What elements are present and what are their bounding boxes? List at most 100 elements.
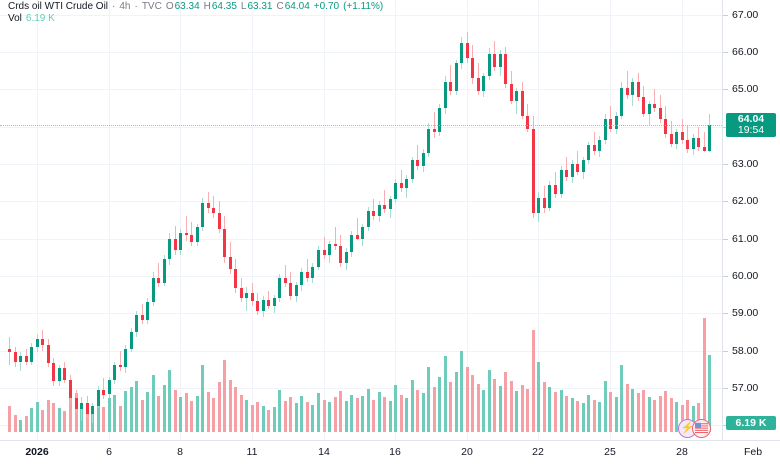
volume-bar bbox=[295, 403, 298, 432]
volume-bar bbox=[692, 406, 695, 432]
volume-bar bbox=[626, 384, 629, 432]
candle-body bbox=[515, 91, 518, 101]
volume-bar bbox=[30, 408, 33, 432]
time-axis[interactable]: 20266811141620222528Feb46 bbox=[0, 441, 762, 470]
candle-wick bbox=[417, 145, 418, 170]
volume-bar bbox=[245, 400, 248, 432]
candle-body bbox=[510, 83, 513, 101]
volume-bar bbox=[108, 398, 111, 432]
volume-bar bbox=[405, 398, 408, 432]
current-price-badge[interactable]: 64.04 19:54 bbox=[726, 113, 776, 138]
candle-body bbox=[47, 344, 50, 364]
volume-bar bbox=[345, 401, 348, 432]
volume-bar bbox=[537, 362, 540, 432]
candle-body bbox=[686, 139, 689, 150]
price-tick-label: 63.00 bbox=[732, 158, 759, 171]
candle-body bbox=[565, 169, 568, 178]
candle-body bbox=[670, 134, 673, 144]
candle-wick bbox=[20, 352, 21, 371]
volume-bar bbox=[427, 367, 430, 432]
volume-bar bbox=[670, 398, 673, 432]
grid-line-vertical bbox=[37, 0, 38, 440]
time-tick-label: 22 bbox=[532, 446, 544, 458]
candle-body bbox=[361, 227, 364, 239]
corner-badges: ⚡ bbox=[678, 419, 711, 438]
volume-bar bbox=[466, 367, 469, 432]
price-tick-label: 67.00 bbox=[732, 8, 759, 21]
volume-bar bbox=[675, 402, 678, 432]
price-tick-label: 58.00 bbox=[732, 344, 759, 357]
candle-body bbox=[422, 152, 425, 166]
volume-bar bbox=[168, 370, 171, 432]
candle-body bbox=[499, 54, 502, 68]
plot-area[interactable] bbox=[0, 0, 722, 440]
price-tick-dash bbox=[723, 15, 728, 16]
candle-body bbox=[482, 76, 485, 92]
candle-body bbox=[289, 283, 292, 297]
candle-body bbox=[141, 315, 144, 320]
volume-bar bbox=[113, 395, 116, 432]
candle-body bbox=[174, 238, 177, 250]
volume-bar bbox=[163, 385, 166, 432]
candle-body bbox=[223, 229, 226, 258]
volume-bar bbox=[653, 400, 656, 432]
volume-bar bbox=[554, 392, 557, 432]
candle-body bbox=[245, 292, 248, 298]
us-flag-icon[interactable] bbox=[692, 419, 711, 438]
candle-body bbox=[334, 244, 337, 247]
volume-bar bbox=[543, 382, 546, 432]
volume-bar bbox=[598, 402, 601, 432]
candle-wick bbox=[566, 156, 567, 181]
volume-bar bbox=[212, 398, 215, 432]
candle-body bbox=[108, 379, 111, 395]
grid-line-horizontal bbox=[0, 89, 722, 90]
grid-line-horizontal bbox=[0, 313, 722, 314]
volume-bar bbox=[582, 403, 585, 432]
price-axis[interactable]: 67.0066.0065.0064.0063.0062.0061.0060.00… bbox=[723, 0, 780, 440]
volume-bar bbox=[102, 407, 105, 432]
candle-body bbox=[637, 82, 640, 97]
candle-body bbox=[548, 184, 551, 209]
volume-bar bbox=[124, 391, 127, 432]
candle-body bbox=[196, 227, 199, 242]
candle-body bbox=[587, 145, 590, 161]
candle-body bbox=[251, 292, 254, 302]
candle-wick bbox=[577, 151, 578, 176]
volume-bar bbox=[433, 387, 436, 432]
price-tick-label: 60.00 bbox=[732, 269, 759, 282]
grid-line-vertical bbox=[252, 0, 253, 440]
candle-wick bbox=[324, 236, 325, 260]
volume-bar bbox=[477, 384, 480, 432]
time-tick-label: 8 bbox=[177, 446, 183, 458]
candle-wick bbox=[627, 70, 628, 99]
volume-bar bbox=[482, 390, 485, 432]
volume-bar bbox=[499, 386, 502, 432]
grid-line-vertical bbox=[324, 0, 325, 440]
candle-body bbox=[571, 164, 574, 178]
candle-body bbox=[460, 42, 463, 64]
volume-bar bbox=[262, 406, 265, 432]
candle-body bbox=[240, 287, 243, 298]
volume-bar bbox=[510, 381, 513, 432]
grid-line-vertical bbox=[610, 0, 611, 440]
price-tick-dash bbox=[723, 127, 728, 128]
volume-bar bbox=[86, 412, 89, 432]
volume-bar bbox=[416, 390, 419, 432]
price-tick-dash bbox=[723, 239, 728, 240]
candle-body bbox=[30, 346, 33, 362]
candle-wick bbox=[208, 192, 209, 213]
candle-wick bbox=[246, 287, 247, 312]
price-tick-dash bbox=[723, 351, 728, 352]
volume-bar bbox=[36, 402, 39, 432]
volume-bar bbox=[394, 385, 397, 432]
candle-wick bbox=[516, 87, 517, 114]
volume-badge[interactable]: 6.19 K bbox=[726, 416, 776, 430]
volume-bar bbox=[356, 398, 359, 432]
volume-series bbox=[8, 318, 711, 432]
volume-bar bbox=[609, 392, 612, 432]
candle-wick bbox=[142, 303, 143, 325]
candle-body bbox=[598, 139, 601, 151]
volume-bar bbox=[25, 416, 28, 432]
volume-bar bbox=[526, 389, 529, 432]
volume-bar bbox=[681, 405, 684, 432]
